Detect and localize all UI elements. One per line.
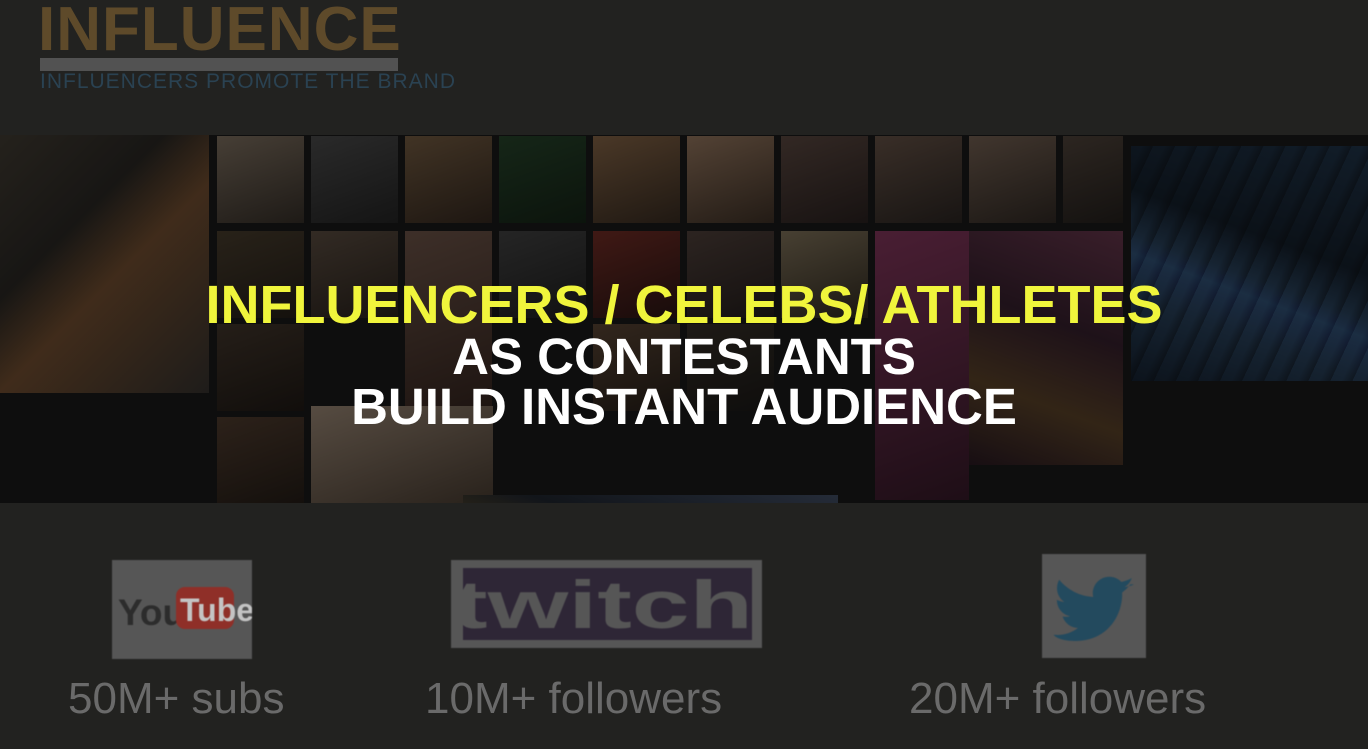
svg-text:You: You: [118, 592, 185, 633]
svg-text:Tube: Tube: [180, 592, 252, 628]
svg-text:twitch: twitch: [453, 567, 753, 643]
